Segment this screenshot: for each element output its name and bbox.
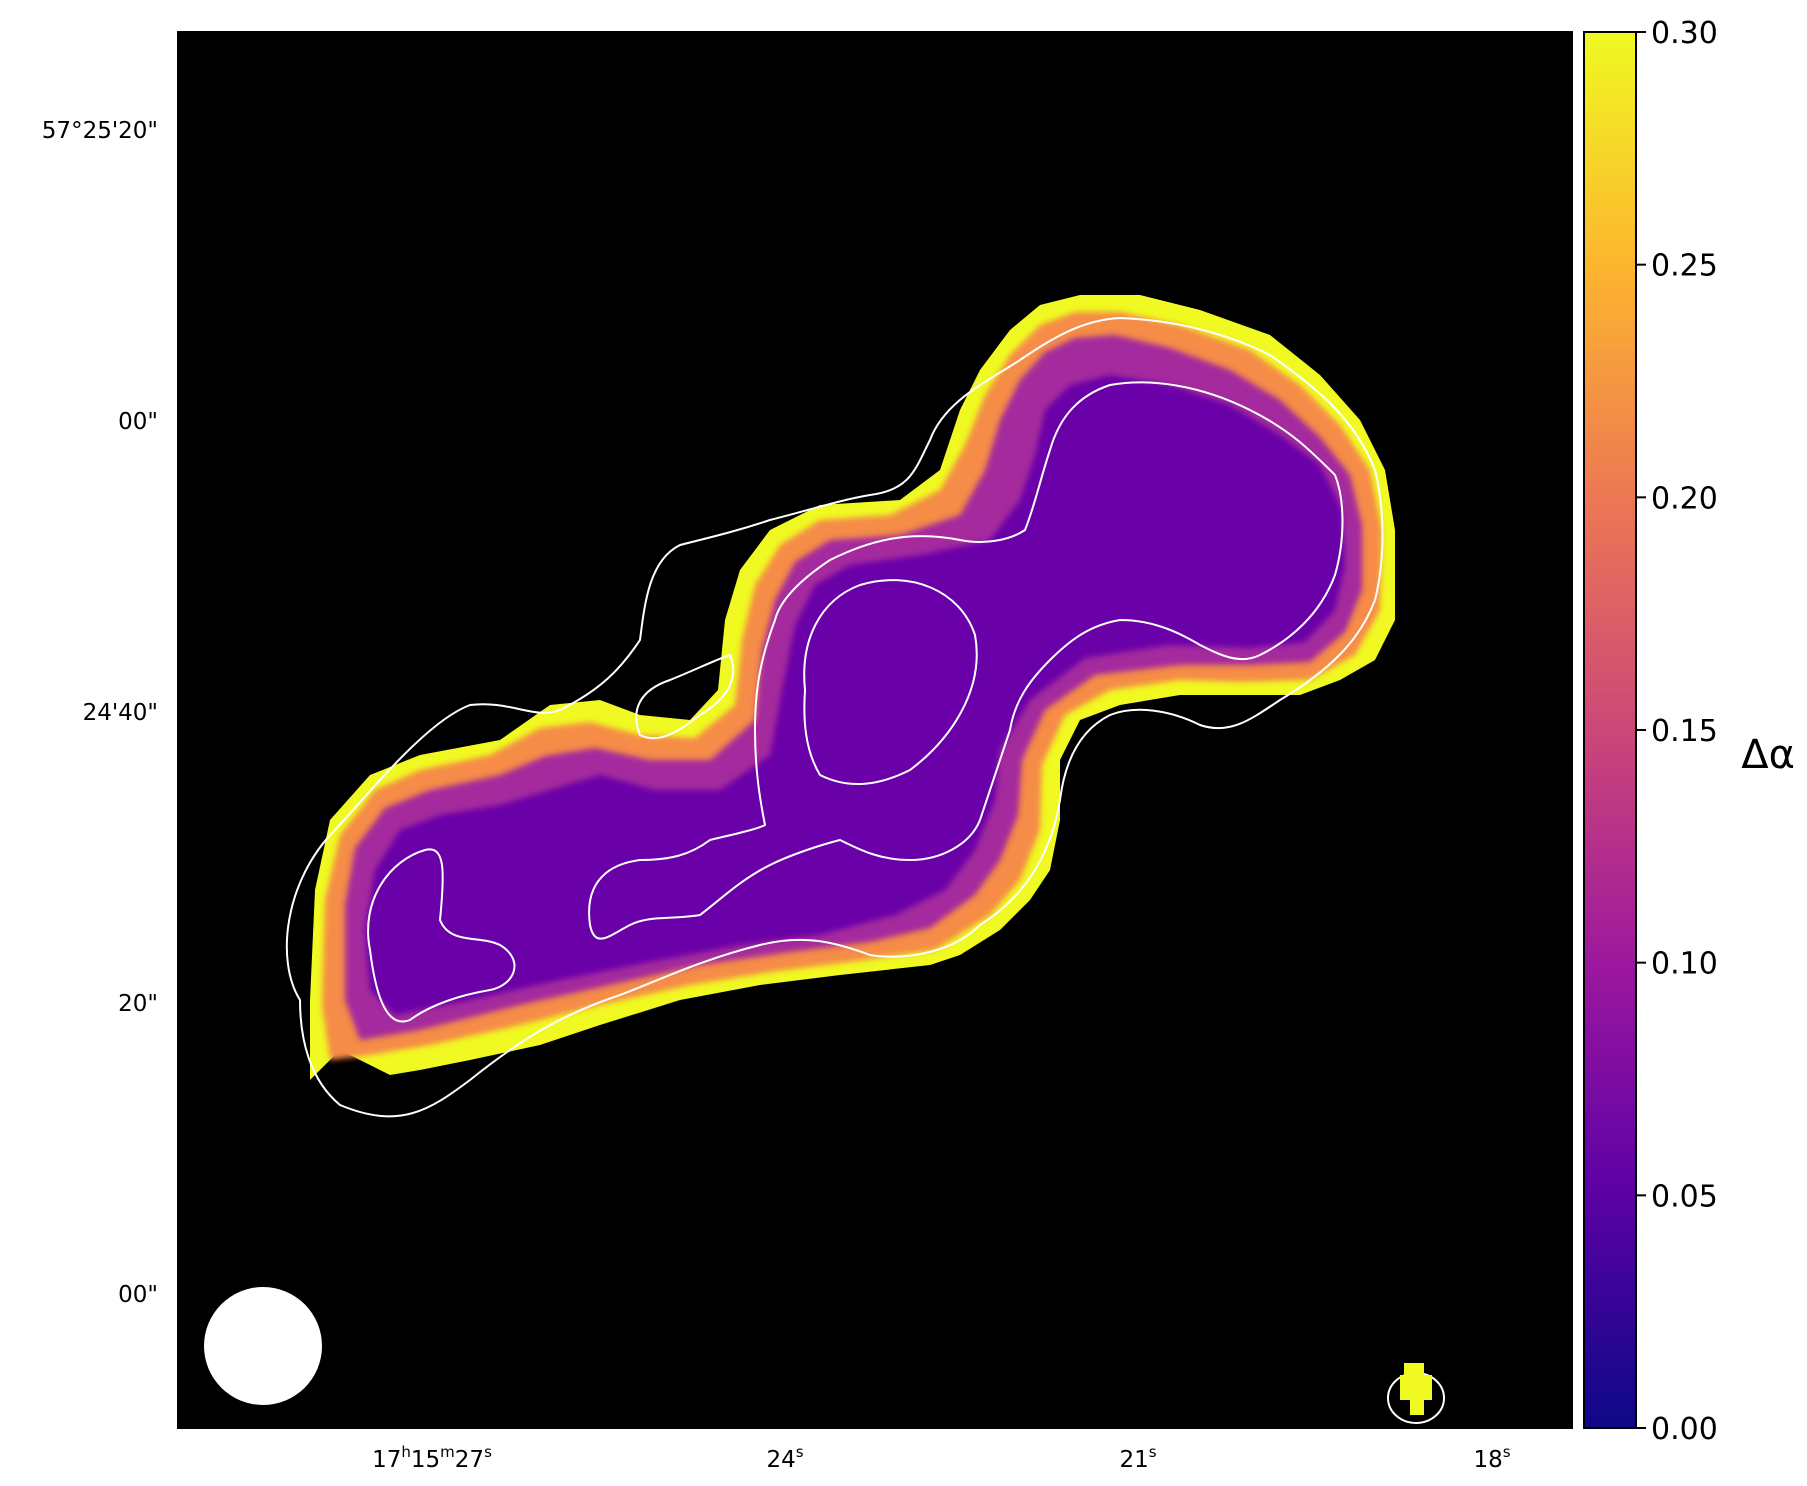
colorbar-label: Δα bbox=[1741, 732, 1795, 778]
map-frame bbox=[177, 31, 1573, 1429]
colorbar-tick-label-5: 0.25 bbox=[1651, 249, 1718, 284]
beam-circle bbox=[204, 1287, 322, 1405]
dec-tick-label-4: 00" bbox=[118, 1282, 158, 1308]
outer-contour bbox=[285, 316, 1384, 1118]
colorbar-tick-label-2: 0.10 bbox=[1651, 947, 1718, 982]
dec-tick-label-1: 00" bbox=[118, 409, 158, 435]
source-emission bbox=[310, 295, 1395, 1080]
dec-tick-label-2: 24'40" bbox=[83, 700, 158, 726]
ra-tick-label-3: 18s bbox=[1473, 1443, 1510, 1473]
top-left-contour bbox=[635, 653, 735, 740]
dec-tick-label-3: 20" bbox=[118, 991, 158, 1017]
dec-tick-label-0: 57°25'20" bbox=[42, 118, 158, 144]
axis-ticks bbox=[178, 32, 1572, 1428]
ra-tick-label-0: 17h15m27s bbox=[372, 1443, 492, 1473]
ra-axis-labels: 17h15m27s 24s 21s 18s bbox=[372, 1443, 1511, 1473]
sky-map-panel bbox=[177, 31, 1573, 1429]
colorbar-tick-label-0: 0.00 bbox=[1651, 1412, 1718, 1447]
colorbar-tick-label-4: 0.20 bbox=[1651, 481, 1718, 516]
colorbar: 0.00 0.05 0.10 0.15 0.20 0.25 0.30 Δα bbox=[1583, 16, 1795, 1447]
colorbar-tick-label-3: 0.15 bbox=[1651, 714, 1718, 749]
source-core-region bbox=[365, 375, 1345, 1015]
contour-lines bbox=[285, 316, 1445, 1424]
center-mid-contour bbox=[588, 381, 1344, 940]
ra-tick-label-1: 24s bbox=[766, 1443, 803, 1473]
left-mid-contour bbox=[367, 848, 516, 1023]
colorbar-gradient bbox=[1583, 31, 1637, 1429]
dec-axis-labels: 57°25'20" 00" 24'40" 20" 00" bbox=[42, 118, 158, 1308]
compact-source bbox=[1400, 1363, 1432, 1415]
colorbar-tick-label-6: 0.30 bbox=[1651, 16, 1718, 51]
colorbar-tick-label-1: 0.05 bbox=[1651, 1179, 1718, 1214]
colorbar-ticks: 0.00 0.05 0.10 0.15 0.20 0.25 0.30 bbox=[1636, 16, 1718, 1447]
center-inner-contour bbox=[803, 579, 978, 786]
ra-tick-label-2: 21s bbox=[1119, 1443, 1156, 1473]
